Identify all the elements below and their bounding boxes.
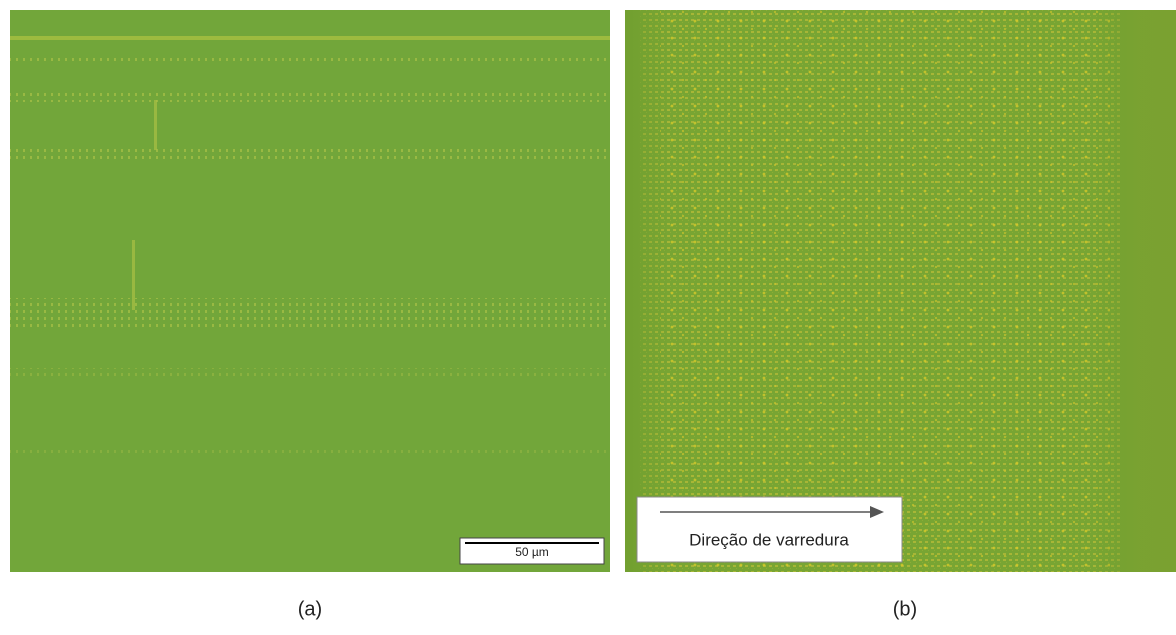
dot-row — [10, 298, 610, 328]
dot-row — [10, 92, 610, 102]
dot-row — [10, 448, 610, 456]
streak — [10, 36, 610, 40]
panel-label: (a) — [298, 598, 322, 620]
panel-b: Direção de varredura — [625, 10, 1176, 572]
direction-annotation: Direção de varredura — [637, 497, 902, 562]
streak — [132, 240, 135, 310]
page: 50 µm Direção de varredura (a) (b) (() =… — [0, 0, 1176, 630]
dot-row — [10, 145, 610, 159]
annotation-text: Direção de varredura — [689, 530, 849, 549]
panel-label: (b) — [893, 598, 917, 620]
edge-shade — [625, 10, 1176, 572]
scale-bar-label: 50 µm — [515, 545, 549, 559]
dot-row — [10, 368, 610, 376]
dot-row — [10, 55, 610, 61]
panel-a: 50 µm — [10, 10, 610, 572]
scale-bar: 50 µm — [460, 538, 604, 564]
figure: 50 µm Direção de varredura (a) (b) — [0, 0, 1176, 630]
streak — [154, 100, 157, 150]
